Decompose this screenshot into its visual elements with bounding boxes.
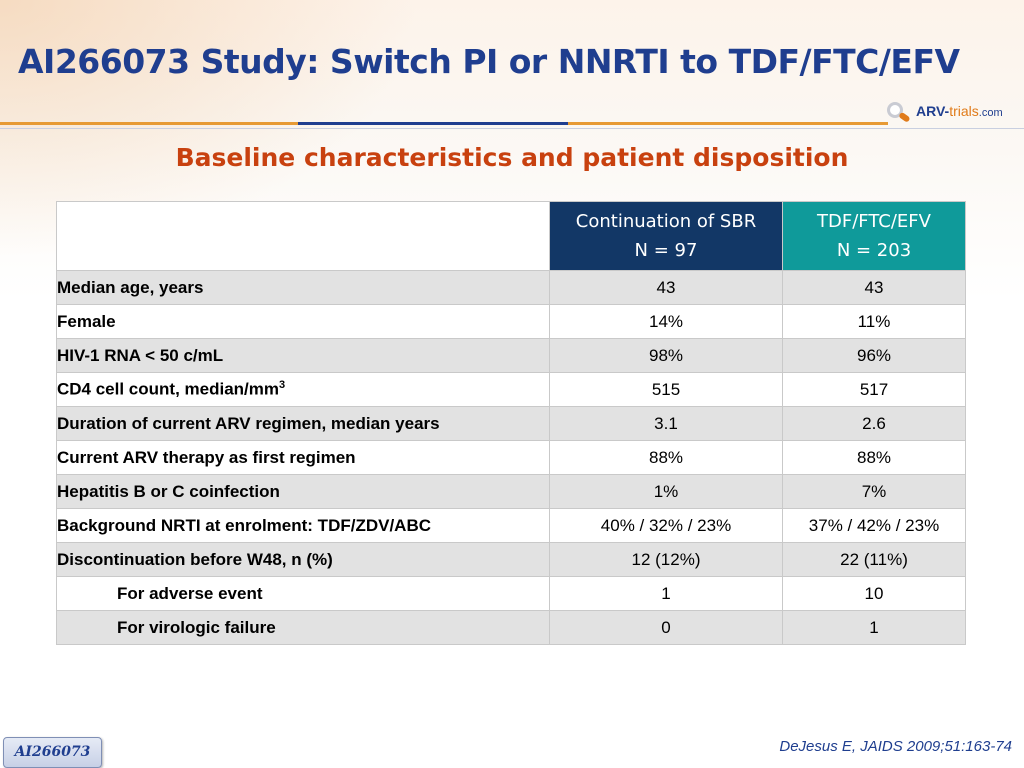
arv-trials-logo-icon <box>887 102 910 122</box>
cell-tdf-ftc-efv: 2.6 <box>782 406 966 441</box>
title-rule-orange-right <box>568 122 888 125</box>
table-row: Female 14% 11% <box>56 304 966 339</box>
cell-tdf-ftc-efv: 1 <box>782 610 966 645</box>
cell-tdf-ftc-efv: 88% <box>782 440 966 475</box>
title-rule-orange-left <box>0 122 298 125</box>
cell-sbr: 40% / 32% / 23% <box>549 508 783 543</box>
row-label: For virologic failure <box>56 610 550 645</box>
cell-sbr: 98% <box>549 338 783 373</box>
row-label: For adverse event <box>56 576 550 611</box>
table-header-row: Continuation of SBR N = 97 TDF/FTC/EFV N… <box>56 201 966 271</box>
row-label: CD4 cell count, median/mm3 <box>56 372 550 407</box>
table-row: Background NRTI at enrolment: TDF/ZDV/AB… <box>56 508 966 543</box>
row-label: Background NRTI at enrolment: TDF/ZDV/AB… <box>56 508 550 543</box>
cell-tdf-ftc-efv: 10 <box>782 576 966 611</box>
column-header-tdf-ftc-efv: TDF/FTC/EFV N = 203 <box>782 201 966 271</box>
table-header-blank <box>56 201 550 271</box>
table-row: Duration of current ARV regimen, median … <box>56 406 966 441</box>
row-label-text: CD4 cell count, median/mm <box>57 379 279 399</box>
cell-tdf-ftc-efv: 22 (11%) <box>782 542 966 577</box>
row-label: Hepatitis B or C coinfection <box>56 474 550 509</box>
slide-subtitle: Baseline characteristics and patient dis… <box>175 143 849 172</box>
cell-tdf-ftc-efv: 37% / 42% / 23% <box>782 508 966 543</box>
cell-tdf-ftc-efv: 7% <box>782 474 966 509</box>
table-row: Current ARV therapy as first regimen 88%… <box>56 440 966 475</box>
column-header-line: TDF/FTC/EFV <box>817 211 931 232</box>
table-row: For virologic failure 0 1 <box>56 610 966 645</box>
cell-sbr: 43 <box>549 270 783 305</box>
table-row: Discontinuation before W48, n (%) 12 (12… <box>56 542 966 577</box>
row-label: Female <box>56 304 550 339</box>
cell-tdf-ftc-efv: 517 <box>782 372 966 407</box>
superscript: 3 <box>279 379 286 392</box>
cell-tdf-ftc-efv: 96% <box>782 338 966 373</box>
cell-sbr: 14% <box>549 304 783 339</box>
column-header-n: N = 97 <box>634 240 698 261</box>
title-rule-thin <box>0 128 1024 129</box>
row-label: Median age, years <box>56 270 550 305</box>
cell-sbr: 515 <box>549 372 783 407</box>
baseline-characteristics-table: Continuation of SBR N = 97 TDF/FTC/EFV N… <box>56 201 966 645</box>
logo-wordmark: ARV-trials.com <box>916 103 1003 119</box>
row-label: Duration of current ARV regimen, median … <box>56 406 550 441</box>
cell-sbr: 1% <box>549 474 783 509</box>
cell-sbr: 3.1 <box>549 406 783 441</box>
cell-sbr: 12 (12%) <box>549 542 783 577</box>
row-label: Discontinuation before W48, n (%) <box>56 542 550 577</box>
row-label: HIV-1 RNA < 50 c/mL <box>56 338 550 373</box>
study-badge: AI266073 <box>3 737 102 768</box>
slide-title: AI266073 Study: Switch PI or NNRTI to TD… <box>18 42 960 81</box>
column-header-continuation-sbr: Continuation of SBR N = 97 <box>549 201 783 271</box>
column-header-n: N = 203 <box>836 240 912 261</box>
column-header-line: Continuation of SBR <box>575 211 757 232</box>
cell-sbr: 0 <box>549 610 783 645</box>
arv-trials-logo: ARV-trials.com <box>886 98 1016 126</box>
table-row: Hepatitis B or C coinfection 1% 7% <box>56 474 966 509</box>
table-row: For adverse event 1 10 <box>56 576 966 611</box>
table-row: Median age, years 43 43 <box>56 270 966 305</box>
citation: DeJesus E, JAIDS 2009;51:163-74 <box>779 738 1012 755</box>
cell-tdf-ftc-efv: 43 <box>782 270 966 305</box>
title-rule-blue <box>298 122 568 125</box>
table-row: CD4 cell count, median/mm3 515 517 <box>56 372 966 407</box>
row-label: Current ARV therapy as first regimen <box>56 440 550 475</box>
cell-sbr: 88% <box>549 440 783 475</box>
cell-sbr: 1 <box>549 576 783 611</box>
table-row: HIV-1 RNA < 50 c/mL 98% 96% <box>56 338 966 373</box>
cell-tdf-ftc-efv: 11% <box>782 304 966 339</box>
